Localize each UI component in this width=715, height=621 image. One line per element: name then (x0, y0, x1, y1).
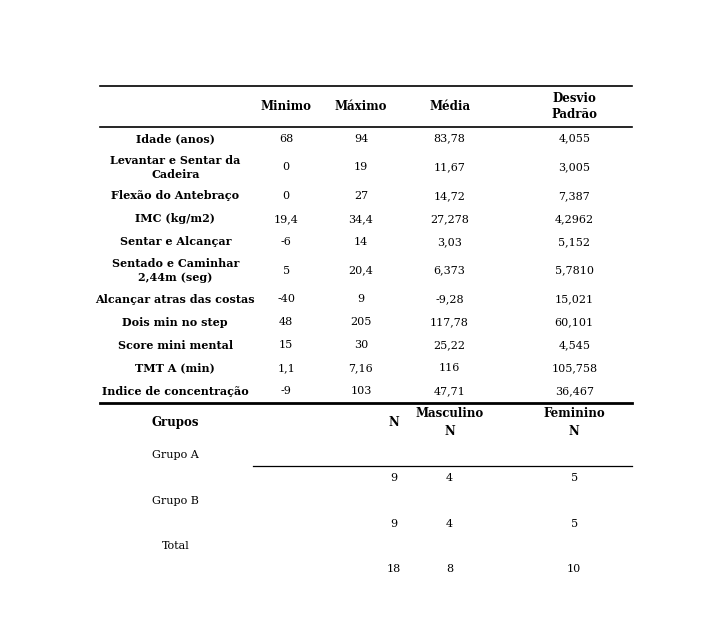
Text: 4,2962: 4,2962 (555, 214, 593, 224)
Text: 48: 48 (279, 317, 293, 327)
Text: 3,03: 3,03 (437, 237, 462, 247)
Text: Sentado e Caminhar
2,44m (seg): Sentado e Caminhar 2,44m (seg) (112, 258, 239, 283)
Text: 10: 10 (567, 564, 581, 574)
Text: Desvio
Padrão: Desvio Padrão (551, 93, 597, 121)
Text: Média: Média (429, 101, 470, 113)
Text: 4: 4 (446, 473, 453, 483)
Text: Alcançar atras das costas: Alcançar atras das costas (95, 294, 255, 305)
Text: Máximo: Máximo (335, 101, 387, 113)
Text: 27,278: 27,278 (430, 214, 469, 224)
Text: 9: 9 (390, 519, 398, 528)
Text: Grupos: Grupos (152, 416, 199, 429)
Text: 1,1: 1,1 (277, 363, 295, 373)
Text: Levantar e Sentar da
Cadeira: Levantar e Sentar da Cadeira (110, 155, 240, 179)
Text: 205: 205 (350, 317, 372, 327)
Text: 47,71: 47,71 (434, 386, 465, 396)
Text: Masculino: Masculino (415, 407, 483, 420)
Text: 94: 94 (354, 134, 368, 143)
Text: 19,4: 19,4 (274, 214, 299, 224)
Text: 14: 14 (354, 237, 368, 247)
Text: 20,4: 20,4 (348, 266, 373, 276)
Text: Indice de concentração: Indice de concentração (102, 386, 249, 397)
Text: 60,101: 60,101 (555, 317, 593, 327)
Text: 9: 9 (358, 294, 365, 304)
Text: Idade (anos): Idade (anos) (136, 133, 214, 144)
Text: -9,28: -9,28 (435, 294, 464, 304)
Text: 5: 5 (571, 519, 578, 528)
Text: 30: 30 (354, 340, 368, 350)
Text: 5: 5 (282, 266, 290, 276)
Text: 117,78: 117,78 (430, 317, 469, 327)
Text: 19: 19 (354, 162, 368, 172)
Text: 7,387: 7,387 (558, 191, 590, 201)
Text: 5: 5 (571, 473, 578, 483)
Text: Dois min no step: Dois min no step (122, 317, 228, 328)
Text: Score mini mental: Score mini mental (118, 340, 233, 351)
Text: Minimo: Minimo (260, 101, 312, 113)
Text: -6: -6 (281, 237, 292, 247)
Text: Grupo A: Grupo A (152, 450, 199, 460)
Text: 5,152: 5,152 (558, 237, 591, 247)
Text: Total: Total (162, 542, 189, 551)
Text: 15,021: 15,021 (555, 294, 593, 304)
Text: 116: 116 (439, 363, 460, 373)
Text: Flexão do Antebraço: Flexão do Antebraço (112, 191, 240, 201)
Text: 18: 18 (387, 564, 401, 574)
Text: 68: 68 (279, 134, 293, 143)
Text: N: N (389, 416, 400, 429)
Text: 14,72: 14,72 (433, 191, 465, 201)
Text: 7,16: 7,16 (348, 363, 373, 373)
Text: 0: 0 (282, 191, 290, 201)
Text: 105,758: 105,758 (551, 363, 597, 373)
Text: 0: 0 (282, 162, 290, 172)
Text: 4: 4 (446, 519, 453, 528)
Text: 11,67: 11,67 (433, 162, 465, 172)
Text: 8: 8 (446, 564, 453, 574)
Text: Feminino: Feminino (543, 407, 605, 420)
Text: 15: 15 (279, 340, 293, 350)
Text: N: N (444, 425, 455, 438)
Text: 5,7810: 5,7810 (555, 266, 593, 276)
Text: 6,373: 6,373 (433, 266, 465, 276)
Text: 25,22: 25,22 (433, 340, 465, 350)
Text: 36,467: 36,467 (555, 386, 593, 396)
Text: 4,545: 4,545 (558, 340, 591, 350)
Text: IMC (kg/m2): IMC (kg/m2) (135, 214, 215, 224)
Text: -40: -40 (277, 294, 295, 304)
Text: TMT A (min): TMT A (min) (135, 363, 215, 374)
Text: N: N (569, 425, 580, 438)
Text: Grupo B: Grupo B (152, 496, 199, 505)
Text: 3,005: 3,005 (558, 162, 591, 172)
Text: 83,78: 83,78 (433, 134, 465, 143)
Text: 9: 9 (390, 473, 398, 483)
Text: Sentar e Alcançar: Sentar e Alcançar (119, 237, 231, 247)
Text: 103: 103 (350, 386, 372, 396)
Text: -9: -9 (281, 386, 292, 396)
Text: 27: 27 (354, 191, 368, 201)
Text: 4,055: 4,055 (558, 134, 591, 143)
Text: 34,4: 34,4 (348, 214, 373, 224)
